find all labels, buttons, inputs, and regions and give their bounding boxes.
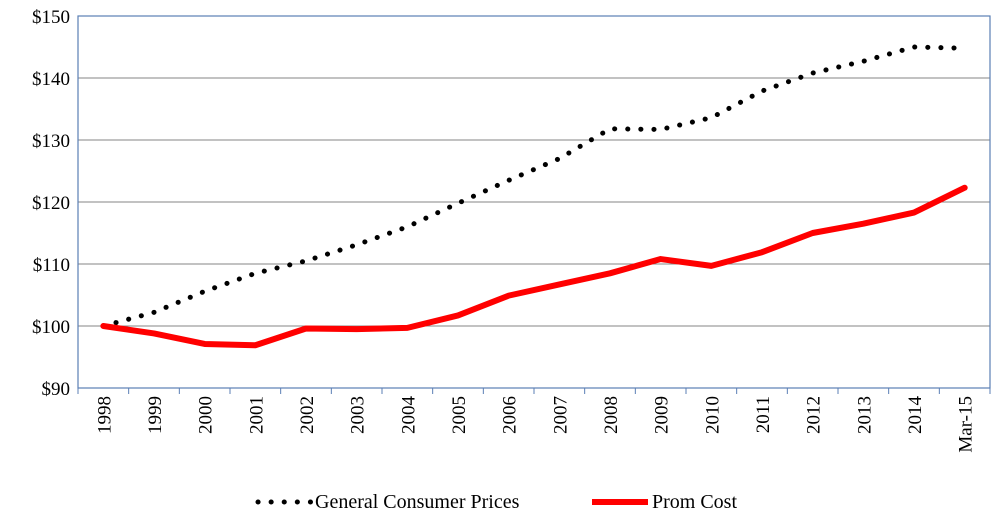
x-tick-label: 2014 — [905, 396, 926, 435]
x-tick-label: 2011 — [753, 396, 774, 433]
x-tick-label: 1998 — [94, 396, 115, 434]
x-tick-label: 2002 — [297, 396, 318, 434]
x-tick-label: 1999 — [145, 396, 166, 434]
y-tick-label: $100 — [32, 317, 70, 338]
x-tick-label: 2000 — [196, 396, 217, 434]
x-tick-label: 2006 — [500, 396, 521, 434]
x-tick-label: 2004 — [398, 396, 419, 435]
x-axis-ticks: 1998 1999 2000 2001 2002 2003 2004 2005 2006 2007… — [77, 388, 991, 453]
y-tick-label: $90 — [42, 379, 71, 400]
x-tick-label: 2007 — [550, 396, 571, 434]
y-tick-label: $140 — [32, 69, 70, 90]
x-tick-label: 2003 — [348, 396, 369, 434]
x-tick-label: 2008 — [601, 396, 622, 434]
x-tick-label: 2013 — [854, 396, 875, 434]
legend-label-prom-cost: Prom Cost — [652, 491, 737, 513]
x-tick-label: 2009 — [652, 396, 673, 434]
x-tick-label: 2010 — [702, 396, 723, 434]
gridlines — [78, 77, 990, 327]
series-line-general-consumer-prices — [100, 44, 968, 329]
y-tick-label: $110 — [33, 255, 70, 276]
y-axis-ticks: $90 $100 $110 $120 $130 $140 $150 — [32, 7, 70, 400]
x-tick-label: Mar-15 — [956, 396, 977, 453]
series-layer — [100, 44, 968, 349]
x-tick-label: 2012 — [804, 396, 825, 434]
series-line-prom-cost — [100, 184, 968, 349]
y-tick-label: $130 — [32, 131, 70, 152]
x-tick-label: 2005 — [449, 396, 470, 434]
y-tick-label: $120 — [32, 193, 70, 214]
y-tick-label: $150 — [32, 7, 70, 28]
legend: General Consumer Prices Prom Cost — [255, 491, 737, 513]
legend-label-general-consumer-prices: General Consumer Prices — [315, 491, 520, 513]
x-tick-label: 2001 — [246, 396, 267, 434]
